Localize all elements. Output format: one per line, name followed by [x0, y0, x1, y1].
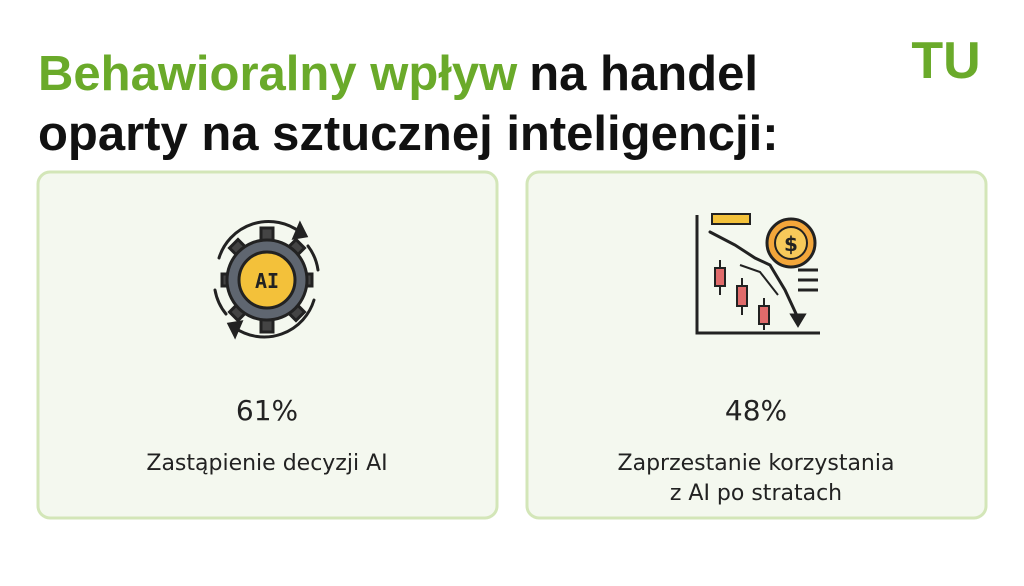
- icon-text: $: [784, 232, 798, 256]
- logo: TU: [911, 32, 980, 90]
- stat-label: Zastąpienie decyzji AI: [146, 451, 387, 476]
- stat-value: 48%: [725, 394, 787, 427]
- title-rest: na handel: [529, 47, 758, 101]
- stat-label: z AI po stratach: [670, 481, 842, 506]
- icon-text: AI: [255, 269, 279, 293]
- title-highlight: Behawioralny wpływ: [38, 47, 518, 101]
- title-line-2: oparty na sztucznej inteligencji:: [38, 107, 779, 161]
- stat-value: 61%: [236, 394, 298, 427]
- card: [525, 170, 988, 520]
- stat-label: Zaprzestanie korzystania: [618, 451, 895, 476]
- chart-icon: [695, 213, 820, 335]
- gear-icon: [213, 220, 320, 340]
- card: [36, 170, 499, 520]
- title-line-1: Behawioralny wpływ na handel: [38, 47, 758, 101]
